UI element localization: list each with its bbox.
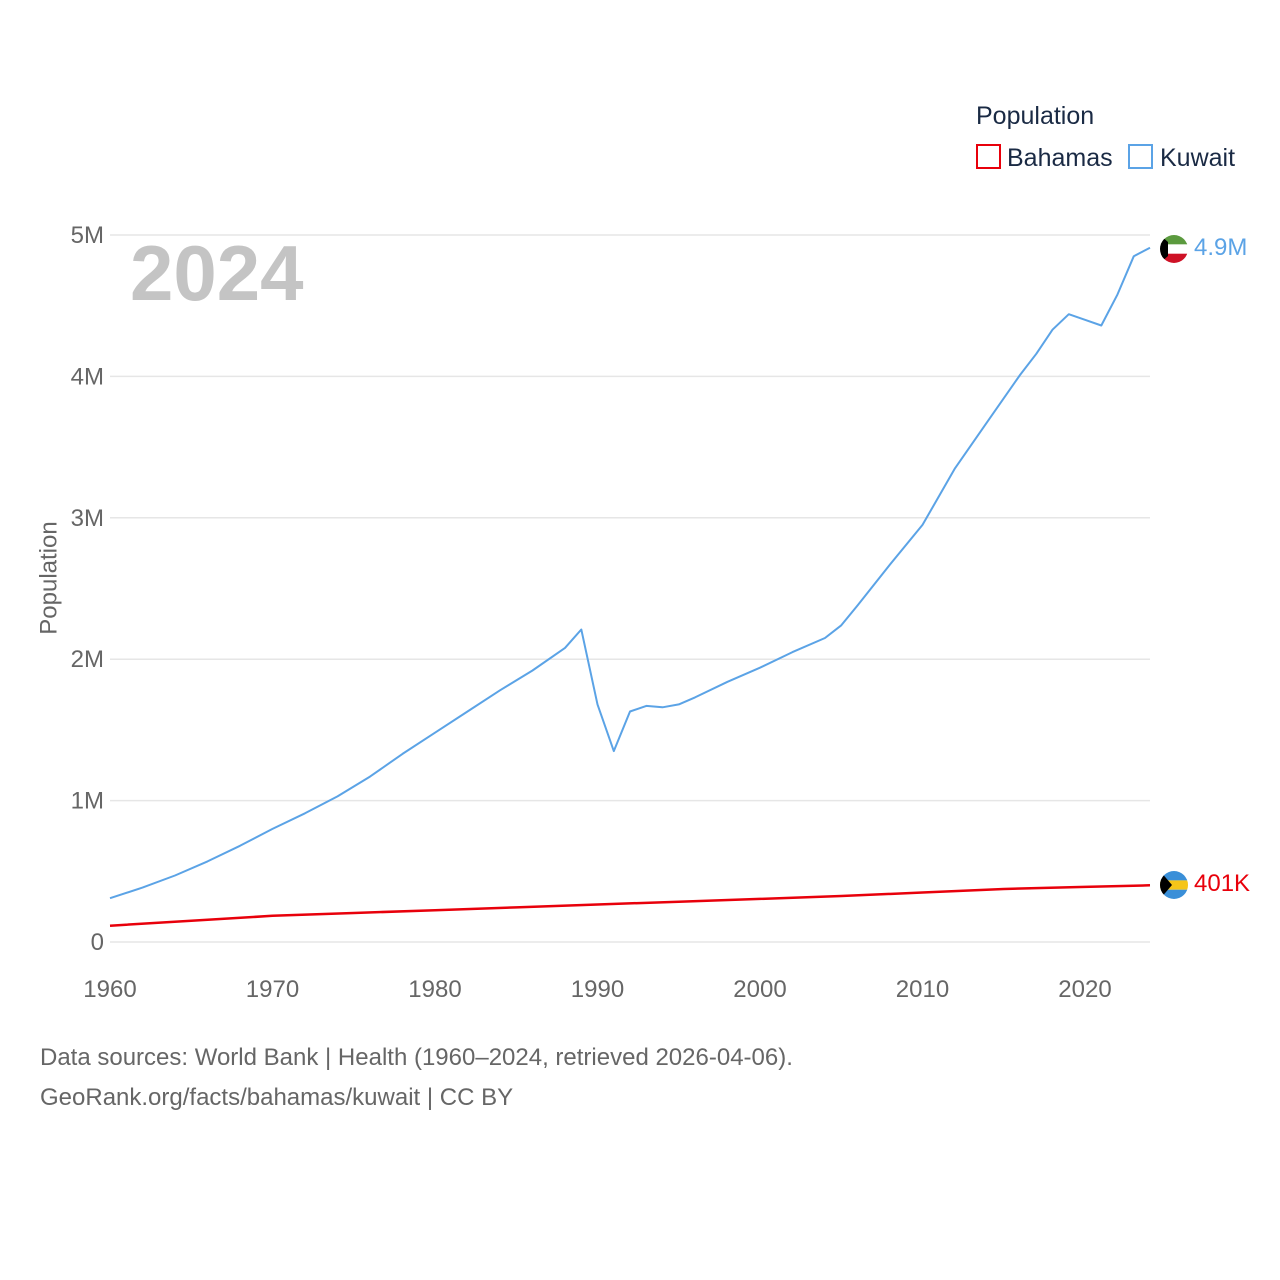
legend-item-kuwait[interactable]: Kuwait bbox=[1128, 144, 1235, 172]
legend-title: Population bbox=[976, 102, 1094, 130]
y-tick-label: 2M bbox=[71, 646, 104, 673]
legend-item-bahamas[interactable]: Bahamas bbox=[976, 144, 1113, 172]
y-tick-label: 3M bbox=[71, 505, 104, 532]
legend-label-bahamas: Bahamas bbox=[1007, 144, 1113, 172]
legend-swatch-bahamas bbox=[976, 144, 1001, 169]
legend-swatch-kuwait bbox=[1128, 144, 1153, 169]
y-tick-label: 4M bbox=[71, 363, 104, 390]
x-tick-label: 1990 bbox=[571, 976, 624, 1003]
y-axis: 0 1M 2M 3M 4M 5M bbox=[71, 222, 104, 956]
source-line-2: GeoRank.org/facts/bahamas/kuwait | CC BY bbox=[40, 1084, 514, 1111]
x-axis: 1960 1970 1980 1990 2000 2010 2020 bbox=[83, 976, 1111, 1003]
x-tick-label: 1960 bbox=[83, 976, 136, 1003]
y-tick-label: 5M bbox=[71, 222, 104, 249]
grid-layer bbox=[110, 234, 1150, 943]
y-axis-title: Population bbox=[35, 521, 62, 634]
kuwait-flag-icon bbox=[1160, 235, 1188, 263]
x-tick-label: 1980 bbox=[408, 976, 461, 1003]
legend-label-kuwait: Kuwait bbox=[1160, 144, 1235, 172]
year-overlay: 2024 bbox=[130, 229, 304, 317]
series-line-kuwait bbox=[109, 246, 1151, 900]
kuwait-end-label: 4.9M bbox=[1194, 234, 1247, 261]
series-layer bbox=[109, 246, 1151, 927]
x-tick-label: 2000 bbox=[733, 976, 786, 1003]
series-line-bahamas bbox=[109, 884, 1151, 927]
source-line-1: Data sources: World Bank | Health (1960–… bbox=[40, 1044, 793, 1071]
bahamas-flag-icon bbox=[1160, 871, 1188, 899]
bahamas-end-label: 401K bbox=[1194, 870, 1250, 897]
y-tick-label: 0 bbox=[91, 929, 104, 956]
x-tick-label: 1970 bbox=[246, 976, 299, 1003]
legend: Population Bahamas Kuwait bbox=[976, 102, 1235, 172]
y-tick-label: 1M bbox=[71, 788, 104, 815]
x-tick-label: 2020 bbox=[1058, 976, 1111, 1003]
x-tick-label: 2010 bbox=[896, 976, 949, 1003]
